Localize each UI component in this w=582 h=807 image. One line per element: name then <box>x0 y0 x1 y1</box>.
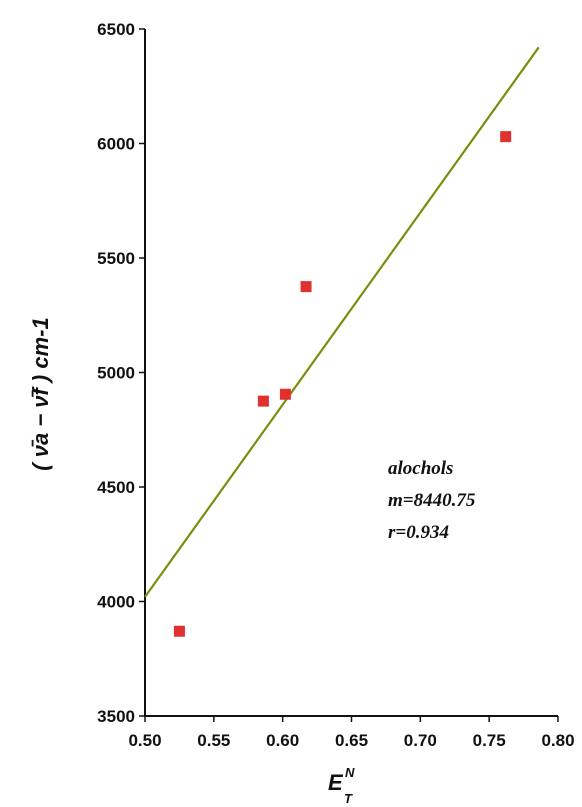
y-tick-labels: 3500 4000 4500 5000 5500 6000 6500 <box>97 20 135 726</box>
data-point <box>173 625 185 637</box>
x-axis-title-sup: N <box>345 765 355 780</box>
annotation-line-1: alochols <box>388 458 453 479</box>
y-tick-label: 4500 <box>97 478 135 497</box>
x-tick-label: 0.50 <box>128 731 161 750</box>
data-point <box>500 131 512 143</box>
annotation-line-2: m=8440.75 <box>388 490 476 511</box>
fit-line-layer <box>144 46 540 598</box>
y-tick-label: 6000 <box>97 135 135 154</box>
fit-line <box>144 46 540 598</box>
data-point <box>279 388 291 400</box>
x-tick-label: 0.70 <box>404 731 437 750</box>
y-tick-label: 6500 <box>97 20 135 39</box>
x-tick-label: 0.80 <box>541 731 574 750</box>
y-tick-label: 4000 <box>97 593 135 612</box>
x-axis-title: E N T <box>328 765 355 806</box>
x-tick-label: 0.65 <box>335 731 368 750</box>
x-tick-label: 0.75 <box>473 731 506 750</box>
y-tick-label: 5500 <box>97 249 135 268</box>
data-point <box>300 281 312 293</box>
x-tick-label: 0.60 <box>266 731 299 750</box>
y-axis-title: ( ν̄a − ν̄f ) cm-1 <box>28 317 53 470</box>
x-axis-title-base: E <box>328 770 344 795</box>
annotation-line-3: r=0.934 <box>388 522 449 543</box>
x-tick-label: 0.55 <box>197 731 230 750</box>
data-point <box>257 395 269 407</box>
annotation: alochols m=8440.75 r=0.934 <box>388 458 476 543</box>
y-tick-label: 5000 <box>97 364 135 383</box>
data-points <box>173 131 512 637</box>
axes <box>139 28 559 722</box>
x-axis-title-sub: T <box>344 791 353 806</box>
x-tick-labels: 0.50 0.55 0.60 0.65 0.70 0.75 0.80 <box>128 731 574 750</box>
y-tick-label: 3500 <box>97 707 135 726</box>
